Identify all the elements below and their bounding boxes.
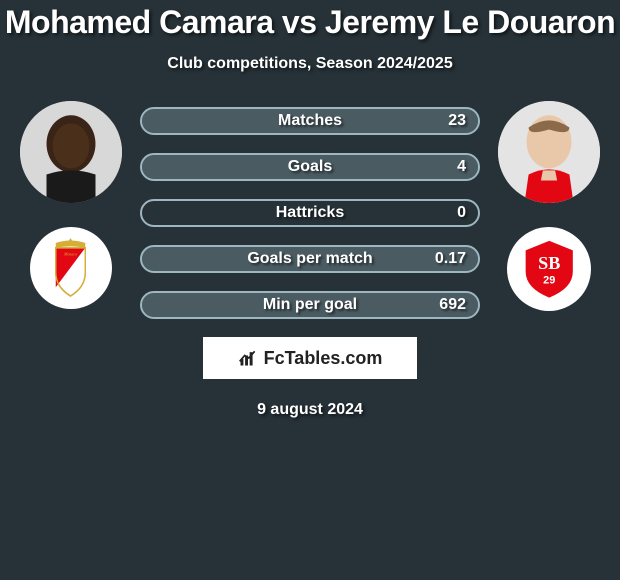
left-column: Monaco [20, 101, 122, 309]
stat-value: 0 [457, 204, 466, 222]
stat-label: Min per goal [263, 296, 357, 314]
date-text: 9 august 2024 [0, 401, 620, 419]
stat-value: 4 [457, 158, 466, 176]
brand-text: FcTables.com [264, 348, 383, 369]
person-icon [498, 101, 600, 203]
stat-value: 692 [439, 296, 466, 314]
stat-value: 0.17 [435, 250, 466, 268]
stat-row: Goals per match 0.17 [140, 245, 480, 273]
stats-list: Matches 23 Goals 4 Hattricks 0 Goals per… [140, 101, 480, 319]
stat-label: Goals [288, 158, 332, 176]
right-column: SB 29 [498, 101, 600, 311]
stat-row: Matches 23 [140, 107, 480, 135]
stat-label: Goals per match [247, 250, 372, 268]
stat-row: Min per goal 692 [140, 291, 480, 319]
svg-text:29: 29 [543, 275, 555, 287]
stat-row: Hattricks 0 [140, 199, 480, 227]
stat-label: Matches [278, 112, 342, 130]
left-club-badge: Monaco [30, 227, 112, 309]
main-row: Monaco Matches 23 Goals 4 Hattricks 0 [0, 101, 620, 319]
monaco-crest-icon: Monaco [41, 238, 100, 297]
brest-crest-icon: SB 29 [519, 239, 579, 299]
svg-text:SB: SB [538, 253, 560, 273]
left-player-avatar [20, 101, 122, 203]
brand-badge[interactable]: FcTables.com [203, 337, 417, 379]
right-player-avatar [498, 101, 600, 203]
svg-text:Monaco: Monaco [64, 252, 78, 257]
bar-chart-icon [238, 348, 258, 368]
subtitle: Club competitions, Season 2024/2025 [0, 55, 620, 73]
stat-value: 23 [448, 112, 466, 130]
right-club-badge: SB 29 [507, 227, 591, 311]
person-icon [20, 101, 122, 203]
stat-row: Goals 4 [140, 153, 480, 181]
comparison-card: Mohamed Camara vs Jeremy Le Douaron Club… [0, 0, 620, 419]
page-title: Mohamed Camara vs Jeremy Le Douaron [0, 4, 620, 41]
stat-label: Hattricks [276, 204, 344, 222]
